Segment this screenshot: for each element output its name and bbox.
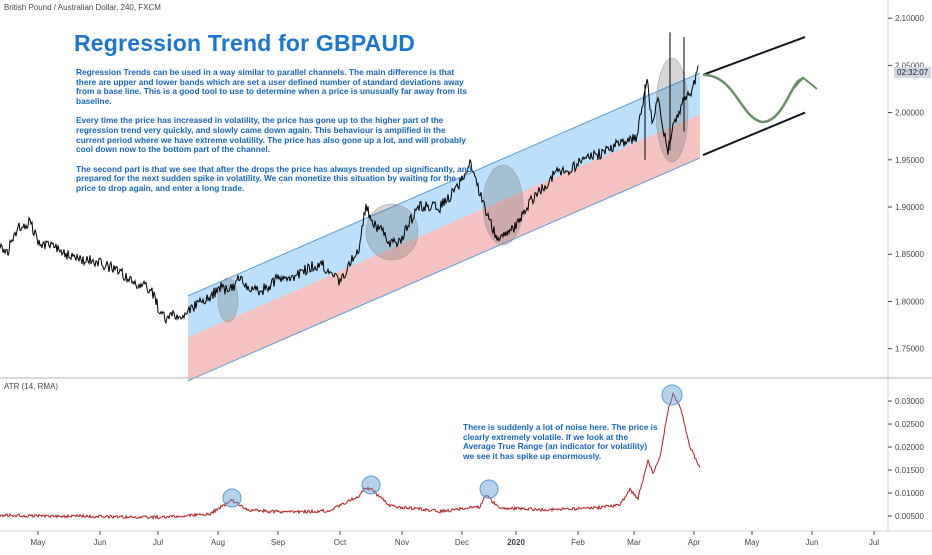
time-tick-label: May xyxy=(744,538,759,547)
projection-arrowhead xyxy=(793,76,818,90)
time-tick-label: Dec xyxy=(455,538,469,547)
time-tick-label: Oct xyxy=(334,538,347,547)
projection-path xyxy=(702,73,804,124)
price-tick-label: 1.75000 xyxy=(895,345,924,354)
atr-tick-label: 0.02500 xyxy=(895,420,924,429)
current-time-tag: 02:32:07 xyxy=(894,67,932,78)
time-tick-label: Feb xyxy=(571,538,585,547)
atr-series-line xyxy=(0,391,701,520)
description-paragraph-3: The second part is that we see that afte… xyxy=(76,163,472,193)
atr-spike-highlight xyxy=(222,488,242,508)
price-tick-label: 1.85000 xyxy=(895,250,924,259)
description-paragraph-1: Regression Trends can be used in a way s… xyxy=(76,67,467,106)
atr-spike-highlight xyxy=(479,479,499,499)
time-tick-label: Mar xyxy=(627,538,641,547)
price-tick-label: 2.00000 xyxy=(895,109,924,118)
time-tick-label: Jul xyxy=(869,538,879,547)
atr-tick-label: 0.01500 xyxy=(895,466,924,475)
price-series-line xyxy=(0,65,699,325)
chart-marks xyxy=(0,32,818,520)
time-tick-label: Aug xyxy=(211,538,225,547)
lower-band-line xyxy=(187,157,701,382)
time-tick-label: Sep xyxy=(271,538,286,547)
volatility-highlight xyxy=(365,203,419,261)
price-tick-label: 2.10000 xyxy=(895,14,924,23)
projection-upper-line xyxy=(702,36,806,76)
atr-tick-label: 0.00500 xyxy=(895,512,924,521)
atr-tick-label: 0.02000 xyxy=(895,443,924,452)
price-tick-label: 1.80000 xyxy=(895,297,924,306)
time-tick-label: 2020 xyxy=(507,538,525,547)
atr-tick-label: 0.01000 xyxy=(895,489,924,498)
projection-lower-line xyxy=(702,111,806,157)
volatility-highlight xyxy=(217,277,239,323)
atr-indicator-label: ATR (14, RMA) xyxy=(4,382,59,391)
price-tick-label: 2.05000 xyxy=(895,61,924,70)
atr-tick-label: 0.03000 xyxy=(895,397,924,406)
time-tick-label: Jul xyxy=(153,538,163,547)
atr-note: There is suddenly a lot of noise here. T… xyxy=(463,422,658,461)
upper-band-line xyxy=(187,72,701,297)
time-tick-label: Jun xyxy=(94,538,107,547)
time-tick-label: May xyxy=(30,538,45,547)
time-tick-label: Jun xyxy=(806,538,819,547)
price-tick-label: 1.90000 xyxy=(895,203,924,212)
volatility-highlight xyxy=(655,57,689,163)
atr-spike-highlight xyxy=(361,475,381,495)
volatility-highlight xyxy=(482,164,524,246)
lower-band xyxy=(188,114,700,381)
price-tick-label: 1.95000 xyxy=(895,156,924,165)
time-tick-label: Apr xyxy=(688,538,701,547)
description-paragraph-2: Every time the price has increased in vo… xyxy=(76,115,466,155)
time-tick-label: Nov xyxy=(395,538,409,547)
atr-spike-highlight xyxy=(661,384,683,406)
chart-title: Regression Trend for GBPAUD xyxy=(74,30,416,56)
description-text: Regression Trends can be used in a way s… xyxy=(76,67,476,204)
symbol-label: British Pound / Australian Dollar, 240, … xyxy=(4,3,161,12)
